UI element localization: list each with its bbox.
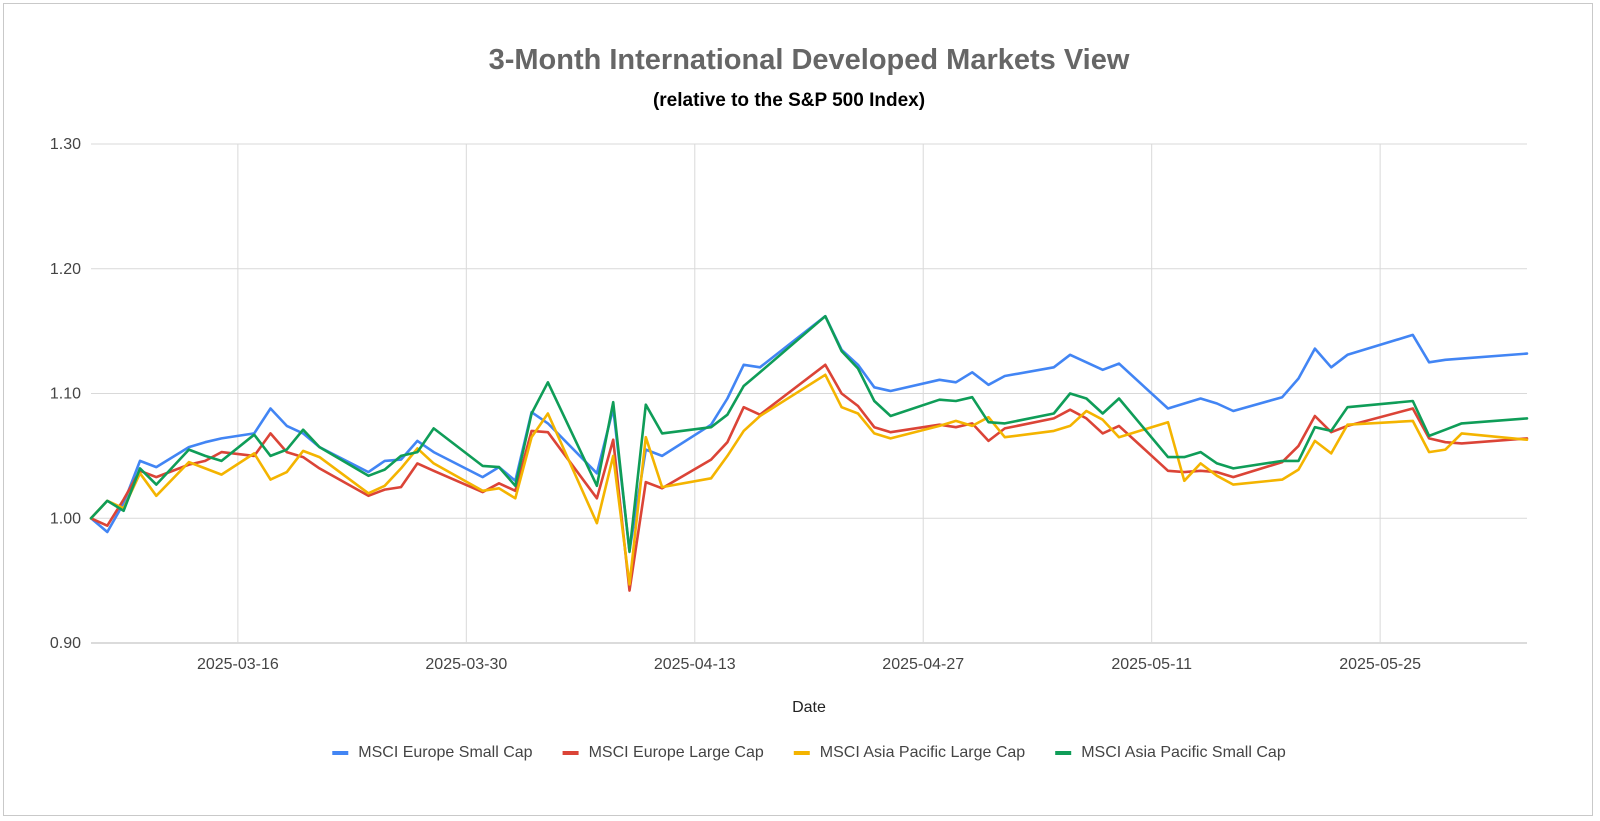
x-tick-label: 2025-03-30 <box>425 656 507 673</box>
legend-item: MSCI Europe Large Cap <box>562 744 764 761</box>
x-axis-title: Date <box>792 699 826 716</box>
x-gridlines <box>237 144 1381 643</box>
legend-label: MSCI Asia Pacific Small Cap <box>1081 744 1286 761</box>
legend-swatch <box>793 751 810 755</box>
y-tick-label: 1.30 <box>50 136 81 153</box>
x-tick-label: 2025-04-13 <box>654 656 736 673</box>
y-gridlines <box>91 143 1527 644</box>
x-tick-label: 2025-03-16 <box>197 656 279 673</box>
chart-title: 3-Month International Developed Markets … <box>489 44 1130 76</box>
y-tick-label: 1.10 <box>50 386 81 403</box>
x-tick-label: 2025-05-11 <box>1111 656 1192 673</box>
y-tick-label: 1.00 <box>50 510 81 527</box>
y-tick-label: 0.90 <box>50 635 81 652</box>
y-axis-ticks: 0.90 1.00 1.10 1.20 1.30 <box>50 136 81 652</box>
chart-subtitle: (relative to the S&P 500 Index) <box>653 90 925 111</box>
legend-item: MSCI Asia Pacific Small Cap <box>1055 744 1286 761</box>
legend-swatch <box>1055 751 1072 755</box>
series-line-3 <box>89 373 1529 586</box>
x-tick-label: 2025-05-25 <box>1339 656 1421 673</box>
chart-frame: 3-Month International Developed Markets … <box>3 3 1593 816</box>
series-line-2 <box>89 363 1529 592</box>
series-line-4 <box>89 314 1529 554</box>
legend-label: MSCI Europe Small Cap <box>358 744 532 761</box>
line-chart: 3-Month International Developed Markets … <box>50 44 1529 761</box>
legend-item: MSCI Europe Small Cap <box>332 744 533 761</box>
y-tick-label: 1.20 <box>50 261 81 278</box>
x-axis-ticks: 2025-03-16 2025-03-30 2025-04-13 2025-04-27… <box>197 656 1421 673</box>
legend-label: MSCI Asia Pacific Large Cap <box>820 744 1026 761</box>
legend-swatch <box>562 751 579 755</box>
legend-item: MSCI Asia Pacific Large Cap <box>793 744 1026 761</box>
legend-swatch <box>332 751 349 755</box>
x-tick-label: 2025-04-27 <box>882 656 964 673</box>
legend: MSCI Europe Small Cap MSCI Europe Large C… <box>332 744 1286 761</box>
series-lines <box>89 314 1529 592</box>
legend-label: MSCI Europe Large Cap <box>589 744 764 761</box>
series-line-1 <box>89 314 1529 553</box>
